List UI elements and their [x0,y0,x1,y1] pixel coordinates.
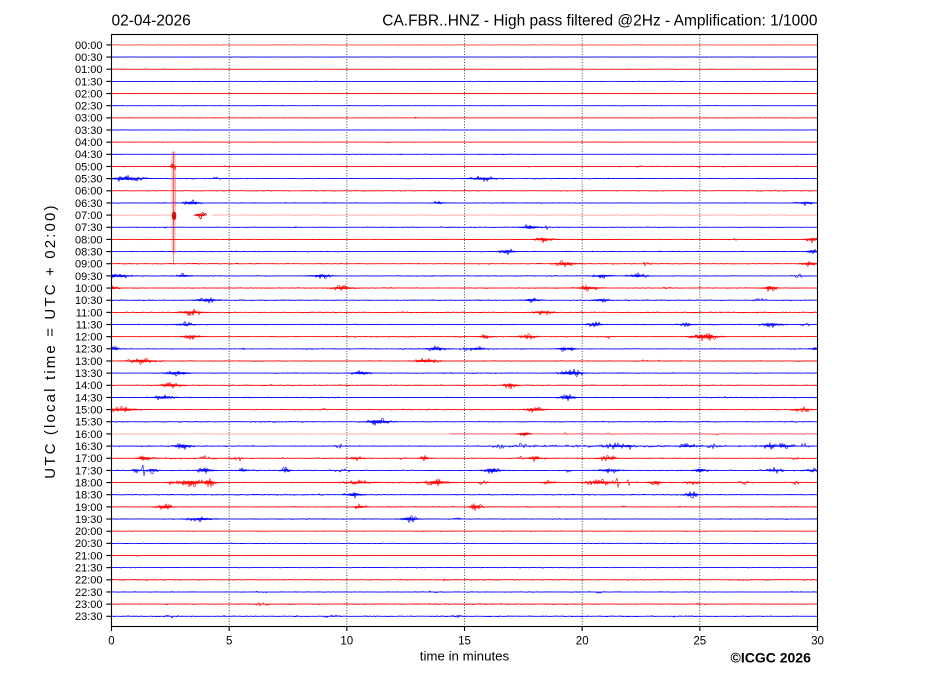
svg-text:18:00: 18:00 [75,478,103,490]
svg-text:17:00: 17:00 [75,453,103,465]
svg-text:23:00: 23:00 [75,599,103,611]
svg-text:04:30: 04:30 [75,149,103,161]
svg-text:02:00: 02:00 [75,88,103,100]
svg-text:time in minutes: time in minutes [420,649,510,664]
svg-text:09:00: 09:00 [75,259,103,271]
svg-text:07:30: 07:30 [75,222,103,234]
svg-text:19:30: 19:30 [75,514,103,526]
svg-text:10:00: 10:00 [75,283,103,295]
svg-text:12:30: 12:30 [75,344,103,356]
svg-text:05:00: 05:00 [75,161,103,173]
svg-text:21:30: 21:30 [75,563,103,575]
svg-text:13:00: 13:00 [75,356,103,368]
svg-text:10:30: 10:30 [75,295,103,307]
svg-text:09:30: 09:30 [75,271,103,283]
svg-text:20: 20 [576,635,589,647]
svg-text:03:30: 03:30 [75,125,103,137]
svg-text:15: 15 [458,635,471,647]
svg-text:01:30: 01:30 [75,76,103,88]
svg-text:CA.FBR..HNZ - High pass filter: CA.FBR..HNZ - High pass filtered @2Hz - … [382,13,818,30]
svg-text:08:00: 08:00 [75,234,103,246]
svg-text:03:00: 03:00 [75,113,103,125]
svg-text:08:30: 08:30 [75,247,103,259]
svg-text:06:00: 06:00 [75,186,103,198]
svg-text:20:00: 20:00 [75,526,103,538]
svg-text:17:30: 17:30 [75,465,103,477]
svg-text:00:30: 00:30 [75,52,103,64]
svg-text:15:00: 15:00 [75,405,103,417]
svg-text:19:00: 19:00 [75,502,103,514]
svg-text:04:00: 04:00 [75,137,103,149]
svg-text:01:00: 01:00 [75,64,103,76]
svg-text:16:00: 16:00 [75,429,103,441]
svg-text:20:30: 20:30 [75,538,103,550]
svg-text:15:30: 15:30 [75,417,103,429]
svg-text:06:30: 06:30 [75,198,103,210]
svg-text:11:30: 11:30 [76,319,103,331]
svg-text:30: 30 [811,635,824,647]
svg-text:00:00: 00:00 [75,40,103,52]
svg-text:13:30: 13:30 [75,368,103,380]
svg-text:23:30: 23:30 [75,611,103,623]
svg-text:14:00: 14:00 [75,380,103,392]
svg-text:25: 25 [693,635,706,647]
svg-text:22:30: 22:30 [75,587,103,599]
svg-text:11:00: 11:00 [76,307,103,319]
svg-text:10: 10 [340,635,353,647]
svg-text:0: 0 [108,635,114,647]
svg-text:02:30: 02:30 [75,101,103,113]
svg-text:02-04-2026: 02-04-2026 [112,13,191,30]
svg-text:22:00: 22:00 [75,575,103,587]
svg-text:©ICGC 2026: ©ICGC 2026 [731,650,812,666]
svg-text:05:30: 05:30 [75,174,103,186]
svg-text:5: 5 [226,635,232,647]
svg-text:12:00: 12:00 [75,332,103,344]
svg-text:14:30: 14:30 [75,392,103,404]
svg-text:07:00: 07:00 [75,210,103,222]
svg-text:UTC (local time = UTC + 02:00): UTC (local time = UTC + 02:00) [42,203,59,478]
svg-text:16:30: 16:30 [75,441,103,453]
svg-text:18:30: 18:30 [75,490,103,502]
svg-text:21:00: 21:00 [75,550,103,562]
